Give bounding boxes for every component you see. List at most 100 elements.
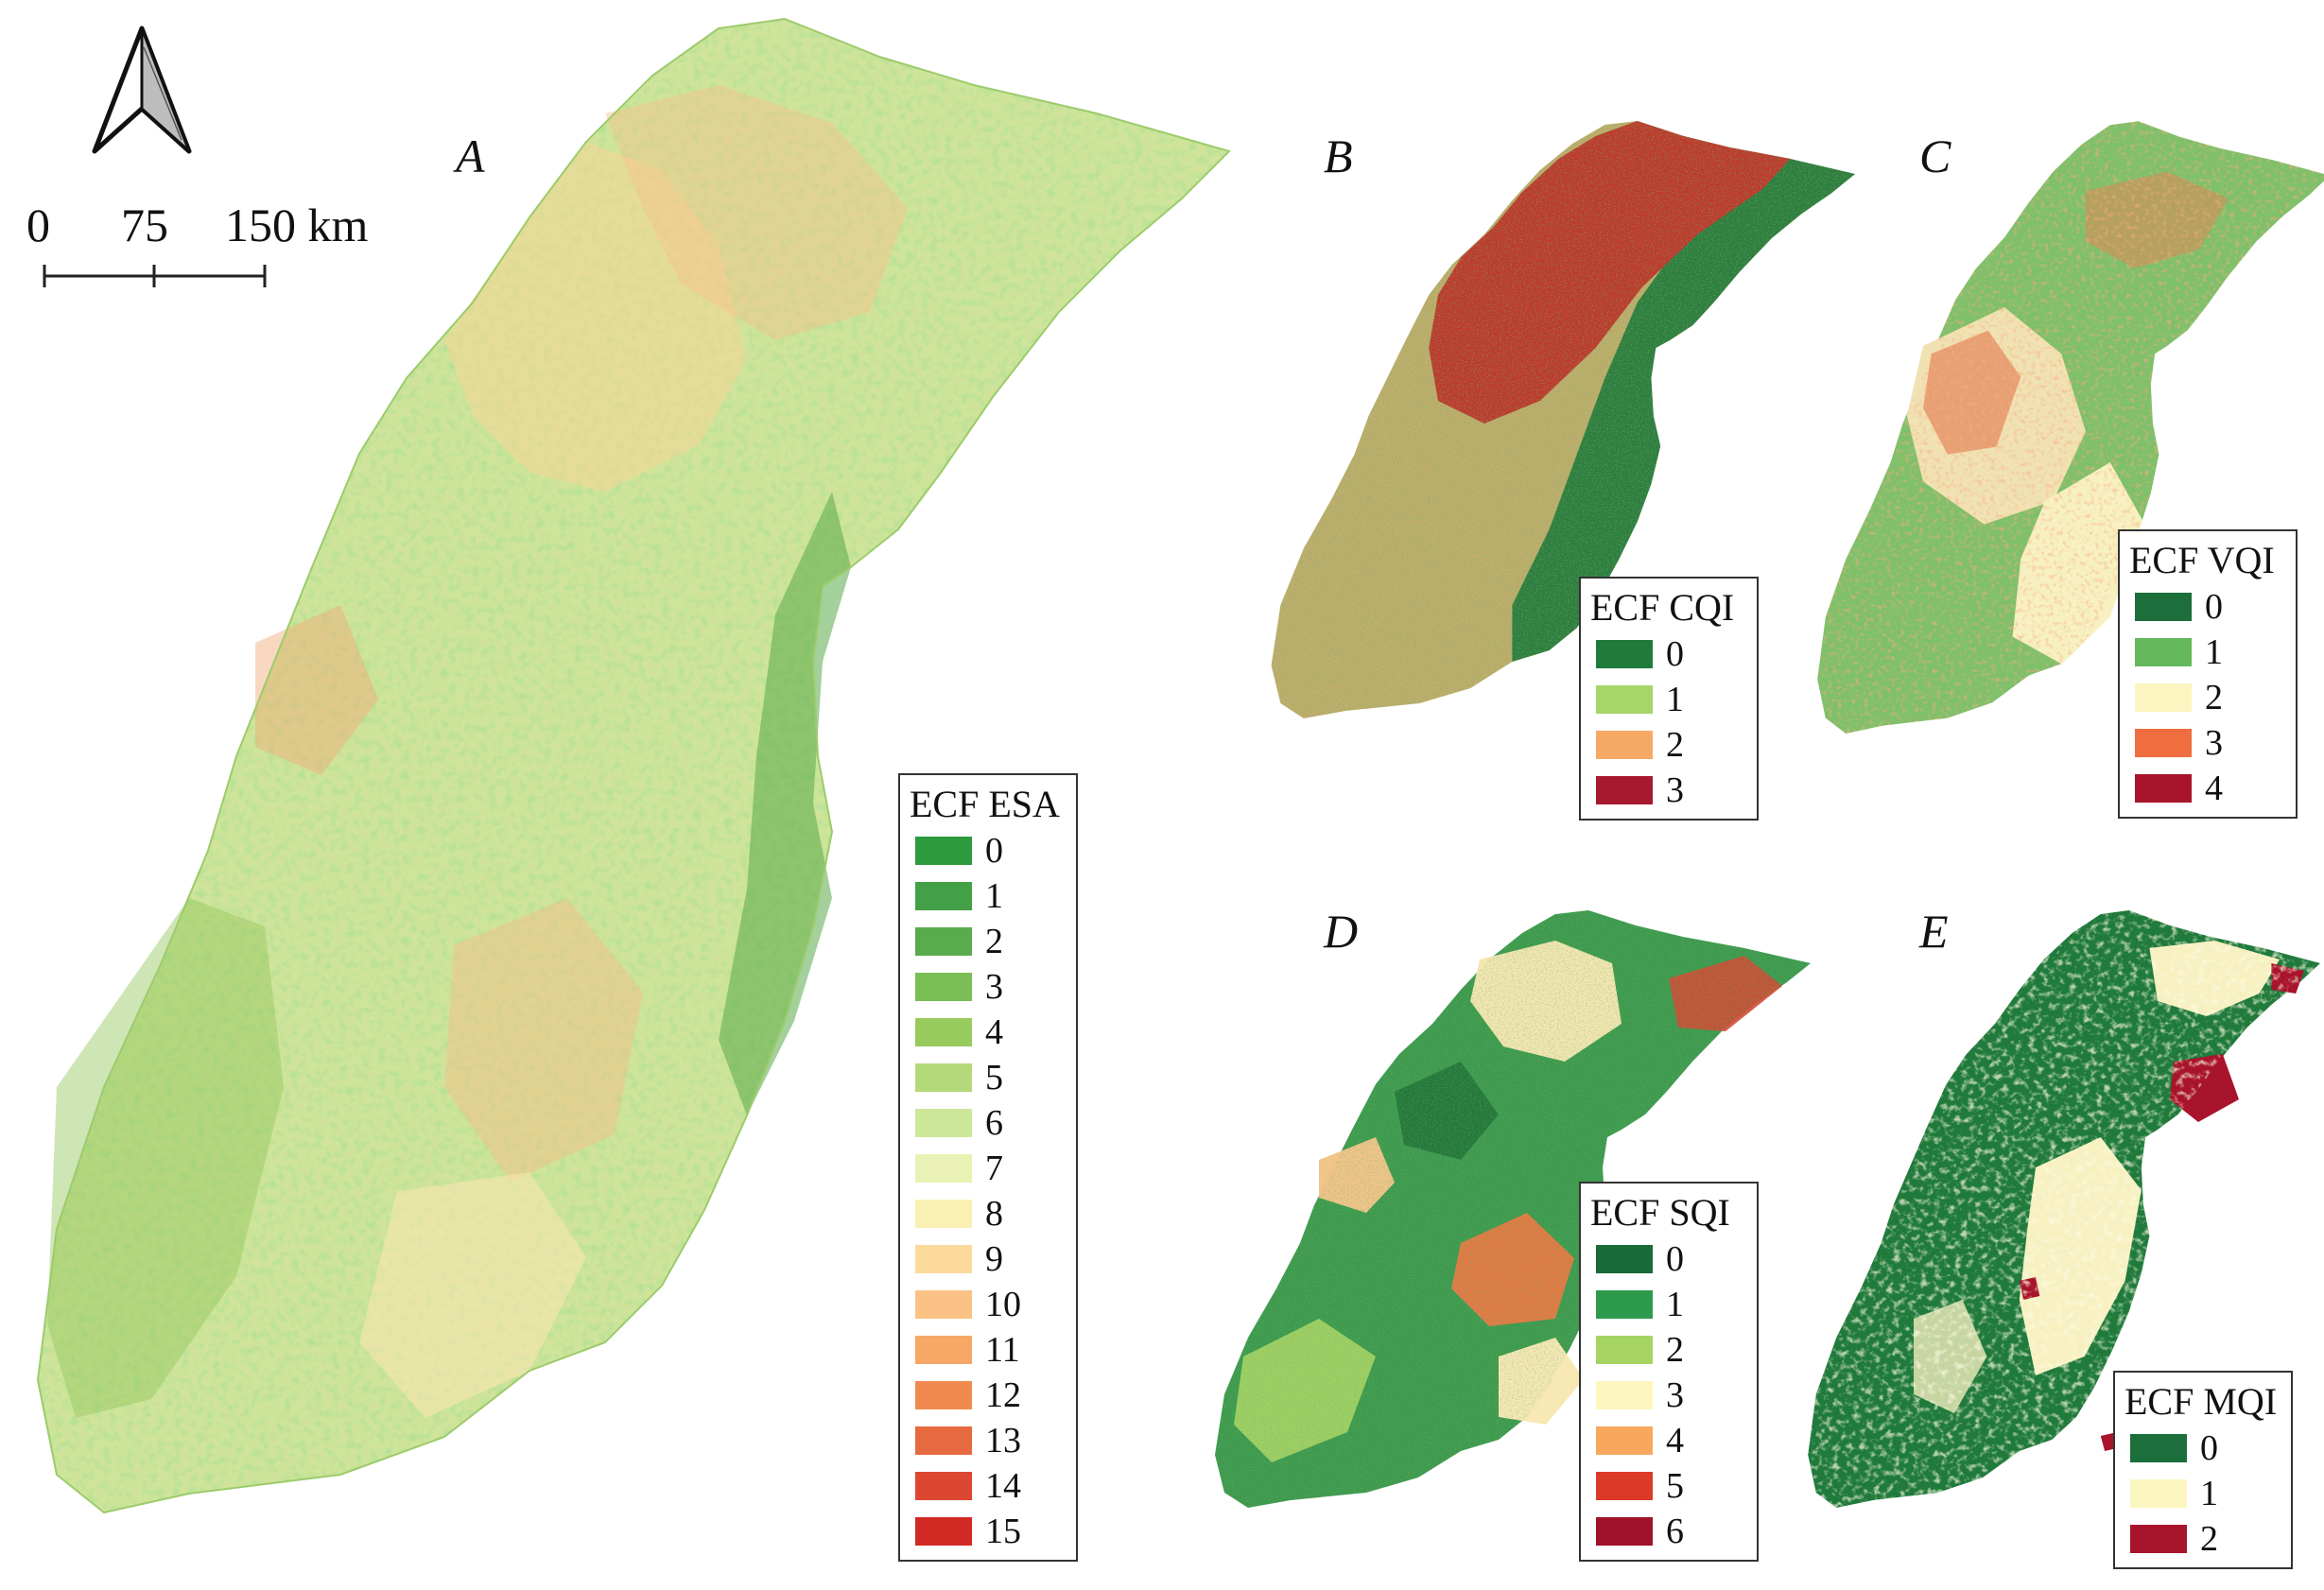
legend-label: 1 xyxy=(2205,632,2223,672)
legend-title: ECF CQI xyxy=(1590,586,1735,629)
legend-label: 11 xyxy=(985,1330,1020,1370)
legend-swatch xyxy=(915,1018,972,1046)
panel-label-a: A xyxy=(456,130,485,182)
legend-swatch xyxy=(915,1109,972,1137)
legend-item: 2 xyxy=(2129,675,2286,720)
panel-label-b: B xyxy=(1324,130,1353,182)
legend-swatch xyxy=(915,927,972,956)
legend-label: 2 xyxy=(2200,1519,2218,1559)
legend-title: ECF ESA xyxy=(910,783,1060,825)
legend-item: 2 xyxy=(1590,722,1747,768)
legend-vqi: ECF VQI 0 1 2 3 4 xyxy=(2118,529,2298,819)
legend-swatch xyxy=(2135,593,2192,621)
map-panel-e xyxy=(1808,910,2320,1508)
legend-swatch xyxy=(2135,774,2192,803)
scale-bar xyxy=(43,265,267,287)
legend-item: 15 xyxy=(910,1509,1067,1554)
legend-item: 4 xyxy=(2129,766,2286,811)
legend-swatch xyxy=(1596,776,1653,804)
legend-label: 1 xyxy=(1666,680,1684,719)
legend-swatch xyxy=(1596,685,1653,714)
legend-item: 7 xyxy=(910,1146,1067,1191)
legend-item: 9 xyxy=(910,1236,1067,1282)
legend-swatch xyxy=(2130,1434,2187,1462)
map-panel-d xyxy=(1215,910,1811,1508)
legend-swatch xyxy=(2130,1479,2187,1508)
legend-item: 11 xyxy=(910,1327,1067,1373)
panel-label-e: E xyxy=(1919,905,1949,958)
map-panel-b xyxy=(1271,121,1855,718)
legend-item: 1 xyxy=(1590,1282,1747,1327)
legend-item: 4 xyxy=(910,1010,1067,1055)
legend-swatch xyxy=(915,1063,972,1092)
legend-sqi: ECF SQI 0 1 2 3 4 5 6 xyxy=(1579,1182,1759,1562)
legend-swatch xyxy=(1596,1290,1653,1319)
legend-item: 3 xyxy=(2129,720,2286,766)
legend-swatch xyxy=(915,1517,972,1546)
legend-label: 13 xyxy=(985,1421,1021,1460)
panel-label-d: D xyxy=(1324,905,1359,958)
legend-item: 0 xyxy=(2129,584,2286,630)
legend-label: 6 xyxy=(985,1103,1003,1143)
legend-swatch xyxy=(915,1200,972,1228)
legend-item: 1 xyxy=(910,873,1067,919)
legend-item: 1 xyxy=(1590,677,1747,722)
legend-label: 3 xyxy=(2205,723,2223,763)
legend-label: 3 xyxy=(1666,770,1684,810)
legend-item: 12 xyxy=(910,1373,1067,1418)
legend-mqi: ECF MQI 0 1 2 xyxy=(2113,1371,2293,1569)
legend-title: ECF SQI xyxy=(1590,1191,1730,1234)
legend-label: 0 xyxy=(2205,587,2223,627)
legend-item: 0 xyxy=(910,828,1067,873)
legend-label: 12 xyxy=(985,1375,1021,1415)
legend-label: 7 xyxy=(985,1149,1003,1188)
legend-swatch xyxy=(2135,729,2192,757)
legend-label: 1 xyxy=(2200,1474,2218,1513)
legend-label: 5 xyxy=(1666,1466,1684,1506)
legend-item: 8 xyxy=(910,1191,1067,1236)
legend-title: ECF MQI xyxy=(2125,1380,2278,1423)
legend-item: 3 xyxy=(1590,1373,1747,1418)
legend-swatch xyxy=(1596,1381,1653,1409)
legend-swatch xyxy=(1596,1517,1653,1546)
legend-label: 0 xyxy=(1666,634,1684,674)
scale-label-75: 75 xyxy=(121,199,168,251)
legend-item: 10 xyxy=(910,1282,1067,1327)
legend-label: 4 xyxy=(985,1012,1003,1052)
legend-label: 1 xyxy=(1666,1285,1684,1324)
legend-swatch xyxy=(1596,1472,1653,1500)
legend-label: 2 xyxy=(1666,1330,1684,1370)
legend-item: 4 xyxy=(1590,1418,1747,1463)
north-arrow-icon xyxy=(92,26,192,154)
legend-label: 0 xyxy=(985,831,1003,871)
legend-item: 2 xyxy=(910,919,1067,964)
legend-label: 3 xyxy=(985,967,1003,1007)
legend-label: 3 xyxy=(1666,1375,1684,1415)
legend-item: 14 xyxy=(910,1463,1067,1509)
legend-swatch xyxy=(1596,731,1653,759)
legend-swatch xyxy=(915,882,972,910)
legend-label: 0 xyxy=(2200,1428,2218,1468)
map-panel-a xyxy=(37,18,1230,1513)
legend-item: 5 xyxy=(1590,1463,1747,1509)
legend-label: 6 xyxy=(1666,1512,1684,1551)
legend-item: 1 xyxy=(2125,1471,2281,1516)
legend-item: 13 xyxy=(910,1418,1067,1463)
legend-swatch xyxy=(915,1426,972,1455)
legend-esa: ECF ESA 0 1 2 3 4 5 6 7 8 9 10 11 12 13 14 15 xyxy=(898,773,1078,1562)
legend-label: 15 xyxy=(985,1512,1021,1551)
legend-cqi: ECF CQI 0 1 2 3 xyxy=(1579,577,1759,821)
legend-label: 0 xyxy=(1666,1239,1684,1279)
legend-swatch xyxy=(2130,1525,2187,1553)
legend-item: 5 xyxy=(910,1055,1067,1100)
legend-label: 4 xyxy=(1666,1421,1684,1460)
legend-label: 9 xyxy=(985,1239,1003,1279)
panel-label-c: C xyxy=(1919,130,1951,182)
legend-swatch xyxy=(1596,640,1653,668)
legend-item: 3 xyxy=(910,964,1067,1010)
scale-label-0: 0 xyxy=(26,199,50,251)
legend-item: 3 xyxy=(1590,768,1747,813)
legend-swatch xyxy=(2135,683,2192,712)
legend-label: 5 xyxy=(985,1058,1003,1097)
scale-label-150: 150 km xyxy=(225,199,369,251)
